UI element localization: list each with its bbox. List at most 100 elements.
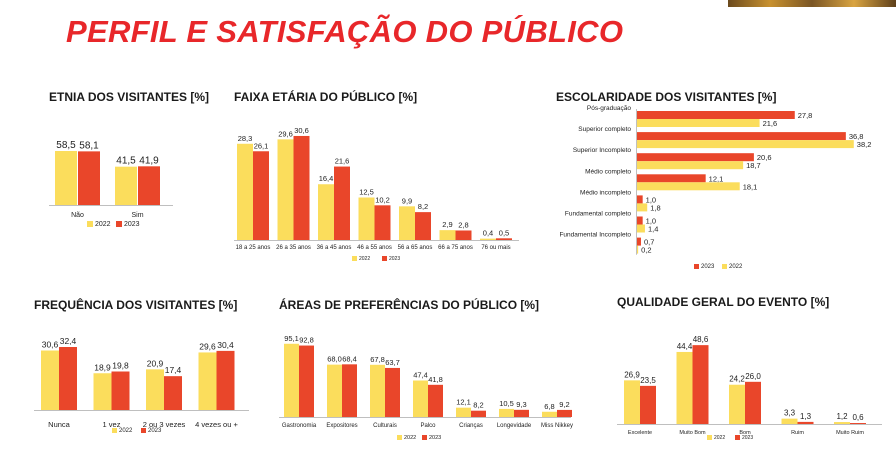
data-label-2022: 44,4 (677, 342, 693, 351)
bar-2022 (542, 411, 557, 417)
chart-title-escolaridade: ESCOLARIDADE DOS VISITANTES [%] (556, 90, 777, 104)
bar-2023 (637, 153, 754, 162)
legend-swatch-2022 (352, 256, 357, 261)
data-label-2023: 9,2 (559, 400, 569, 409)
data-label-2022: 26,9 (624, 370, 640, 379)
data-label-2022: 68,0 (327, 355, 342, 364)
data-label-2023: 36,8 (849, 132, 864, 141)
data-label-2023: 32,4 (60, 336, 77, 346)
bar-2022 (637, 140, 854, 149)
legend-swatch-2023 (116, 221, 122, 227)
bar-2023 (637, 216, 643, 225)
legend-label-2022: 2022 (714, 435, 725, 441)
data-label-2022: 1,8 (650, 203, 660, 212)
chart-areas: ÁREAS DE PREFERÊNCIAS DO PÚBLICO [%] 95,… (279, 298, 579, 453)
data-label-2022: 1,2 (836, 412, 848, 421)
data-label-2022: 18,1 (743, 182, 758, 191)
bar-2023 (253, 151, 269, 240)
data-label-2023: 1,0 (646, 195, 656, 204)
bar-2023 (637, 174, 706, 183)
chart-svg-faixa: 28,326,1 18 a 25 anos 29,6 30,6 26 a 35 anos… (234, 126, 519, 262)
data-label-2022: 95,1 (284, 334, 299, 343)
data-label-2023: 68,4 (342, 354, 357, 363)
category-label: Crianças (459, 423, 483, 429)
page-title: PERFIL E SATISFAÇÃO DO PÚBLICO (66, 14, 624, 49)
legend-label-2023: 2023 (429, 435, 441, 441)
category-label: Não (71, 212, 84, 219)
data-label-2023: 9,3 (516, 400, 526, 409)
legend-swatch-2022 (87, 221, 93, 227)
data-label-2022: 47,4 (413, 371, 428, 380)
data-label-2022: 29,6 (199, 341, 216, 351)
legend-label-2022: 2022 (729, 264, 743, 270)
chart-svg-qualidade: 26,923,5 Excelente 44,448,6 Muito Bom 24,2 26… (617, 335, 882, 441)
data-label-2023: 41,9 (139, 155, 159, 166)
legend-swatch-2022 (707, 435, 712, 440)
data-label-2023: 30,6 (294, 126, 309, 135)
data-label-2023: 0,6 (852, 413, 864, 422)
bar-2023 (471, 410, 486, 417)
category-label: Miss Nikkey (541, 423, 573, 429)
legend-label-2022: 2022 (119, 428, 133, 434)
data-label-2022: 29,6 (278, 129, 293, 138)
bar-2022 (637, 119, 760, 127)
bar-2022 (676, 351, 693, 424)
data-label-2023: 0,5 (499, 228, 509, 237)
chart-svg-escolaridade: 27,8 21,6 Pós-graduação 36,838,2 Superior co… (559, 105, 872, 270)
data-label-2022: 38,2 (857, 140, 872, 149)
bar-2022 (499, 408, 514, 417)
data-label-2022: 41,5 (116, 156, 136, 167)
data-label-2022: 24,2 (729, 375, 745, 384)
bar-2022 (637, 203, 648, 212)
data-label-2023: 10,2 (375, 195, 390, 204)
bar-2023 (216, 350, 235, 410)
bar-2022 (198, 352, 217, 410)
bar-2022 (237, 143, 253, 240)
chart-title-faixa: FAIXA ETÁRIA DO PÚBLICO [%] (234, 90, 418, 104)
bar-2023 (164, 376, 182, 410)
bar-2022 (413, 380, 428, 417)
legend-swatch-2023 (422, 435, 427, 440)
bar-2022 (456, 407, 471, 417)
legend-label-2023: 2023 (701, 264, 715, 270)
data-label-2022: 20,9 (147, 358, 164, 368)
data-label-2022: 21,6 (763, 119, 778, 128)
bar-2023 (637, 237, 641, 246)
data-label-2023: 1,3 (800, 412, 812, 421)
chart-faixa: FAIXA ETÁRIA DO PÚBLICO [%] 28,3 26,1 18 a… (234, 90, 524, 265)
bar-2022 (318, 184, 334, 240)
bar-2022 (115, 166, 137, 205)
legend-swatch-2022 (397, 435, 402, 440)
data-label-2023: 19,8 (112, 361, 129, 371)
data-label-2022: 67,8 (370, 355, 385, 364)
bar-2023 (111, 371, 130, 410)
data-label-2023: 58,1 (79, 140, 99, 151)
bar-2023 (640, 385, 656, 424)
bar-2023 (428, 384, 443, 417)
category-label: Sim (131, 212, 143, 219)
data-label-2022: 2,9 (442, 220, 452, 229)
bar-2022 (637, 161, 744, 170)
chart-title-frequencia: FREQUÊNCIA DOS VISITANTES [%] (34, 298, 238, 312)
category-label: Médio completo (585, 168, 631, 175)
category-label: Fundamental completo (565, 211, 632, 218)
bar-2022 (327, 364, 342, 417)
chart-frequencia: FREQUÊNCIA DOS VISITANTES [%] 30,6 32,4 Nu… (34, 298, 254, 468)
category-label: 2 ou 3 vezes (143, 420, 186, 429)
bar-2023 (138, 166, 160, 205)
legend-swatch-2023 (735, 435, 740, 440)
data-label-2022: 10,5 (499, 399, 514, 408)
data-label-2022: 9,9 (402, 196, 412, 205)
data-label-2023: 30,4 (217, 340, 234, 350)
data-label-2023: 17,4 (165, 365, 182, 375)
legend-label-2023: 2023 (389, 256, 400, 262)
category-label: 46 a 55 anos (357, 245, 392, 251)
data-label-2023: 8,2 (473, 401, 483, 410)
legend-swatch-2023 (382, 256, 387, 261)
bar-2022 (93, 373, 112, 410)
bar-2023 (78, 151, 100, 205)
category-label: 76 ou mais (481, 245, 510, 251)
category-label: Gastronomia (282, 423, 317, 429)
data-label-2022: 28,3 (238, 134, 253, 143)
data-label-2022: 18,9 (94, 362, 111, 372)
